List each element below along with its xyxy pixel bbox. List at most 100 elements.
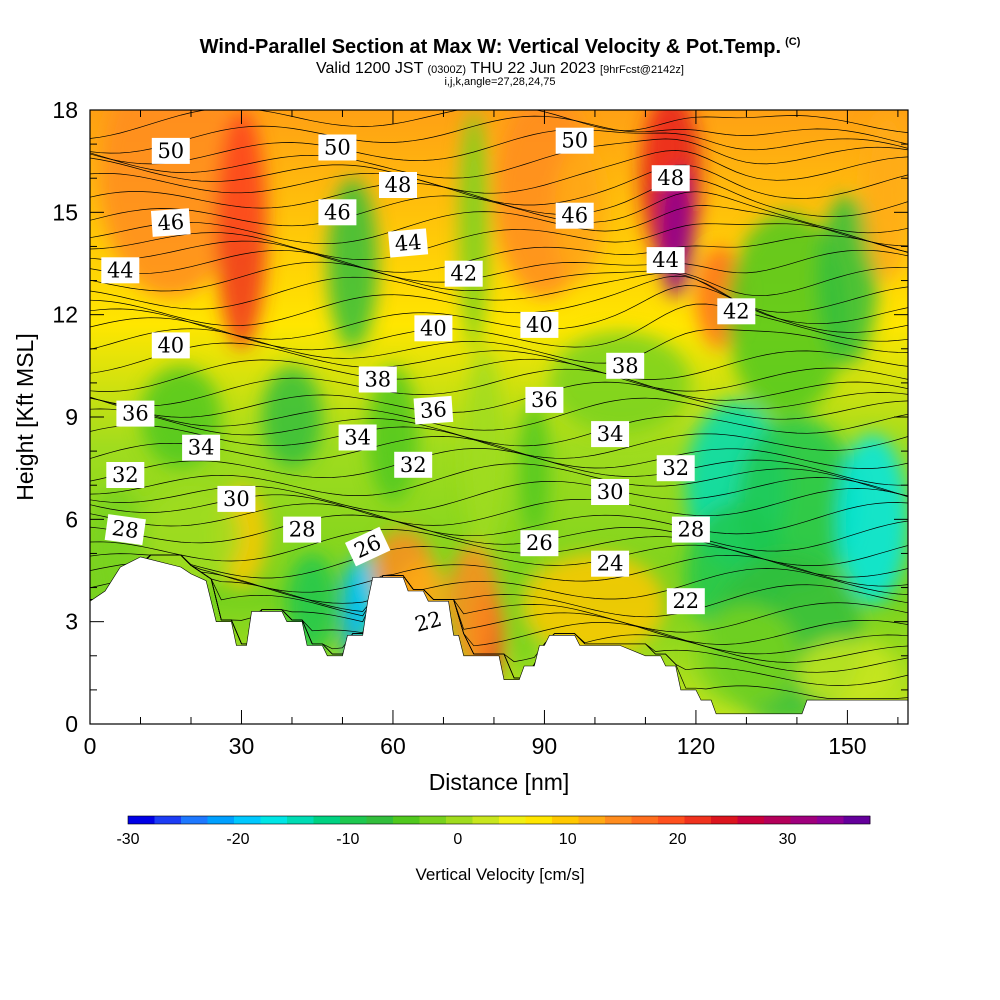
contour-label-text-23: 48 [657, 166, 684, 190]
velocity-cell-2 [221, 110, 262, 247]
colorbar-swatch-16 [552, 816, 579, 824]
colorbar-swatch-17 [578, 816, 606, 824]
y-tick-label-5: 15 [52, 199, 78, 225]
theta-contour-22 [90, 381, 908, 418]
colorbar-swatch-12 [446, 816, 473, 824]
theta-contour-12 [90, 514, 908, 552]
contour-label-7: 30 [217, 485, 256, 512]
valid-utc: (0300Z) [427, 64, 467, 76]
velocity-cell-25 [695, 604, 797, 707]
contour-label-text-17: 36 [419, 397, 447, 423]
contour-label-text-4: 36 [122, 402, 149, 426]
theta-contour-20 [90, 408, 908, 447]
theta-contour-38 [90, 164, 908, 206]
theta-contour-21 [90, 397, 908, 431]
contour-label-text-22: 50 [561, 129, 588, 153]
velocity-cell-35 [524, 553, 666, 656]
theta-contour-25 [90, 342, 908, 380]
colorbar-swatch-7 [313, 816, 341, 824]
y-tick-label-1: 3 [65, 609, 78, 635]
colorbar-tick-4: 10 [559, 831, 577, 848]
theta-contour-28 [90, 285, 908, 340]
contour-label-3: 40 [151, 332, 190, 359]
contour-label-text-15: 40 [420, 316, 447, 340]
contour-label-11: 46 [318, 199, 357, 226]
contour-label-4: 36 [116, 400, 155, 427]
contour-label-26: 42 [717, 298, 756, 325]
theta-contour-6 [90, 554, 908, 633]
colorbar-swatch-23 [737, 816, 765, 824]
colorbar-swatch-8 [340, 816, 367, 824]
theta-contour-11 [90, 529, 908, 566]
contour-label-12: 48 [379, 172, 417, 198]
theta-contour-36 [90, 191, 908, 234]
theta-contour-41 [90, 129, 908, 165]
colorbar-swatch-26 [817, 816, 844, 824]
colorbar-swatch-3 [207, 816, 235, 824]
colorbar-tick-6: 30 [779, 831, 797, 848]
colorbar-tick-3: 0 [453, 831, 462, 848]
contour-label-22: 50 [555, 127, 594, 154]
contour-label-text-29: 36 [531, 388, 558, 412]
theta-contour-43 [90, 110, 908, 139]
velocity-cell-19 [519, 399, 550, 537]
theta-contour-24 [90, 358, 908, 392]
velocity-cell-4 [458, 110, 489, 349]
y-axis-label: Height [Kft MSL] [12, 333, 38, 500]
contour-label-text-36: 22 [672, 589, 699, 613]
contour-label-14: 42 [444, 260, 483, 287]
contour-label-23: 48 [651, 165, 690, 192]
contour-label-text-34: 26 [526, 531, 553, 555]
contour-label-text-33: 28 [678, 518, 705, 542]
contour-label-27: 40 [520, 311, 559, 338]
theta-contour-29 [90, 275, 908, 327]
contour-label-text-7: 30 [223, 487, 250, 511]
theta-contour-34 [90, 223, 908, 260]
velocity-cell-37 [140, 485, 242, 588]
theta-contour-32 [90, 249, 908, 283]
valid-time: Valid 1200 JST [316, 60, 424, 77]
contour-label-text-16: 38 [364, 368, 391, 392]
colorbar-swatch-14 [499, 816, 526, 824]
theta-contour-13 [90, 502, 908, 537]
contour-label-text-5: 34 [188, 436, 215, 460]
contour-label-30: 34 [591, 421, 630, 448]
colorbar-tick-5: 20 [669, 831, 687, 848]
theta-contour-7 [90, 554, 908, 618]
colorbar-swatch-11 [419, 816, 447, 824]
theta-contour-31 [90, 261, 908, 297]
contour-label-text-12: 48 [385, 173, 412, 197]
contour-label-text-6: 32 [112, 463, 139, 487]
terrain [90, 556, 908, 724]
contour-label-19: 32 [394, 451, 433, 478]
x-tick-label-1: 30 [229, 733, 255, 759]
contour-label-text-10: 50 [324, 136, 351, 160]
theta-contour-19 [90, 424, 908, 459]
contour-label-text-31: 32 [662, 456, 689, 480]
contour-label-text-18: 34 [344, 426, 371, 450]
theta-contour-5 [90, 554, 908, 645]
x-tick-label-2: 60 [380, 733, 406, 759]
contour-label-text-8: 28 [110, 516, 140, 543]
contour-label-text-28: 38 [612, 354, 639, 378]
contour-label-1: 46 [150, 208, 191, 237]
contour-label-2: 44 [101, 257, 140, 284]
theta-contour-39 [90, 150, 908, 194]
colorbar-swatch-24 [764, 816, 791, 824]
theta-contour-23 [90, 368, 908, 407]
y-tick-label-2: 6 [65, 506, 78, 532]
chart-subtitle: Valid 1200 JST (0300Z) THU 22 Jun 2023 [… [0, 60, 1000, 78]
contour-label-33: 28 [671, 516, 710, 543]
colorbar-swatch-18 [605, 816, 632, 824]
contour-label-16: 38 [358, 366, 397, 393]
contour-label-text-32: 30 [597, 480, 624, 504]
colorbar: -30 -20 -10 0 10 20 30 [116, 815, 871, 848]
colorbar-swatch-27 [843, 816, 871, 824]
colorbar-tick-1: -20 [226, 831, 249, 848]
contour-label-text-19: 32 [400, 453, 427, 477]
theta-contour-33 [90, 235, 908, 273]
contour-label-6: 32 [106, 462, 145, 488]
colorbar-swatch-19 [631, 816, 659, 824]
y-tick-label-6: 18 [52, 97, 78, 123]
contour-label-28: 38 [606, 352, 645, 379]
